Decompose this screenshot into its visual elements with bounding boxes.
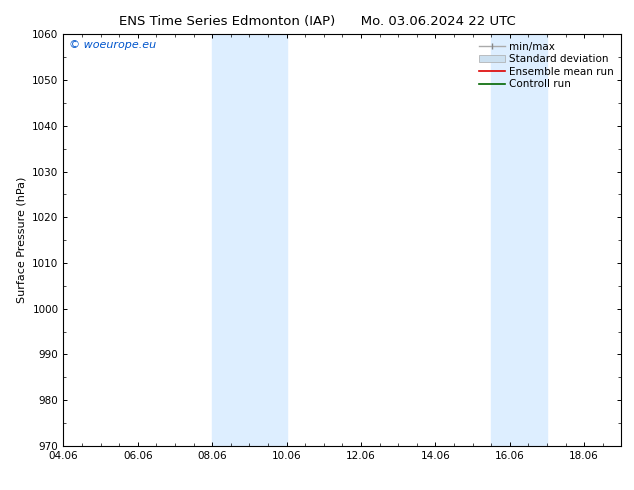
Y-axis label: Surface Pressure (hPa): Surface Pressure (hPa) [16, 177, 27, 303]
Legend: min/max, Standard deviation, Ensemble mean run, Controll run: min/max, Standard deviation, Ensemble me… [477, 40, 616, 92]
Bar [491, 34, 547, 446]
Bar [212, 34, 287, 446]
Text: © woeurope.eu: © woeurope.eu [69, 41, 156, 50]
Text: ENS Time Series Edmonton (IAP)      Mo. 03.06.2024 22 UTC: ENS Time Series Edmonton (IAP) Mo. 03.06… [119, 15, 515, 28]
